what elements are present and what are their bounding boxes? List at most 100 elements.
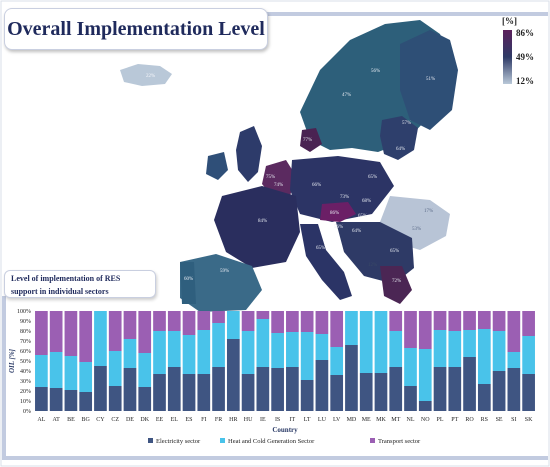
- bar-FI-electricity: [197, 374, 211, 411]
- x-tick-label: CZ: [111, 417, 119, 423]
- bar-MD-heat-cold: [345, 311, 358, 345]
- bar-DE-transport: [123, 311, 137, 339]
- bar-IE-transport: [256, 311, 270, 319]
- bar-FR-transport: [212, 311, 225, 323]
- map-label-poland: 65%: [368, 175, 377, 180]
- map-label-sweden: 56%: [371, 69, 380, 74]
- map-label-czechia: 73%: [340, 195, 349, 200]
- x-tick-label: IE: [260, 417, 266, 423]
- bar-LU-transport: [315, 311, 329, 334]
- x-tick-label: HR: [229, 417, 237, 423]
- map-label-portugal: 60%: [184, 277, 193, 282]
- legend-swatch-0: [148, 438, 153, 443]
- bar-EE-transport: [153, 311, 166, 331]
- y-tick-label: 40%: [20, 369, 31, 375]
- x-tick-label: DE: [126, 417, 134, 423]
- map-label-romania: 53%: [412, 227, 421, 232]
- bar-MT-transport: [389, 311, 403, 331]
- x-tick-label: EL: [171, 417, 179, 423]
- y-tick-label: 30%: [20, 379, 31, 385]
- y-axis-label: OIL [%]: [8, 348, 16, 373]
- region-france: [214, 186, 300, 268]
- bar-RO-transport: [463, 311, 476, 330]
- bar-ME-electricity: [359, 373, 373, 411]
- bar-ME-heat-cold: [359, 311, 373, 373]
- x-tick-label: IT: [290, 417, 296, 423]
- bar-SI-heat-cold: [507, 352, 521, 368]
- legend-swatch-1: [220, 438, 225, 443]
- map-label-belgium: 75%: [266, 175, 275, 180]
- bar-IT-heat-cold: [286, 332, 299, 367]
- x-tick-label: AL: [37, 417, 45, 423]
- y-tick-label: 0%: [23, 409, 31, 415]
- x-tick-label: RO: [465, 417, 474, 423]
- legend-label-2: Transport sector: [378, 438, 421, 445]
- bar-SE-heat-cold: [492, 331, 506, 371]
- bar-DK-heat-cold: [138, 353, 152, 387]
- x-tick-label: PL: [437, 417, 444, 423]
- x-tick-label: LT: [304, 417, 311, 423]
- bar-IE-electricity: [256, 367, 270, 411]
- x-tick-label: BE: [67, 417, 75, 423]
- map-label-norway: 47%: [342, 93, 351, 98]
- x-tick-label: LU: [318, 417, 327, 423]
- y-tick-label: 20%: [20, 389, 31, 395]
- bar-MK-heat-cold: [374, 311, 388, 373]
- bar-HR-heat-cold: [226, 311, 240, 339]
- bar-FI-heat-cold: [197, 330, 211, 374]
- x-tick-label: HU: [244, 417, 253, 423]
- x-tick-label: MK: [376, 417, 386, 423]
- bar-PT-transport: [448, 311, 462, 331]
- bar-RO-electricity: [463, 357, 476, 411]
- bar-AL-heat-cold: [35, 355, 48, 387]
- bar-HU-heat-cold: [241, 331, 255, 374]
- y-tick-label: 70%: [20, 339, 31, 345]
- map-label-bulgaria: 65%: [390, 249, 399, 254]
- map-label-austria: 86%: [330, 211, 339, 216]
- bar-NL-heat-cold: [404, 348, 417, 386]
- europe-map: [120, 20, 458, 312]
- bar-EE-heat-cold: [153, 331, 166, 374]
- bar-AT-heat-cold: [49, 352, 63, 388]
- bar-AT-electricity: [49, 388, 63, 411]
- bar-LU-electricity: [315, 360, 329, 411]
- region-ireland: [206, 152, 228, 180]
- bar-IS-transport: [271, 311, 284, 333]
- sector-caption-line1: Level of implementation of RES: [11, 274, 121, 283]
- map-label-ukraine: 17%: [424, 209, 433, 214]
- bar-SE-transport: [492, 311, 506, 331]
- bar-IE-heat-cold: [256, 319, 270, 367]
- bar-IS-electricity: [271, 368, 284, 411]
- bar-EE-electricity: [153, 374, 166, 411]
- map-label-spain: 59%: [220, 269, 229, 274]
- bar-CY-electricity: [94, 366, 107, 411]
- legend-label-0: Electricity sector: [156, 438, 201, 445]
- x-tick-label: MD: [347, 417, 357, 423]
- region-denmark: [300, 128, 322, 152]
- map-legend: [%] 86% 49% 12%: [494, 16, 538, 86]
- x-tick-label: NL: [407, 417, 415, 423]
- map-labels: 22% 47% 56% 51% 57% 64% 77% 66% 65% 74% …: [146, 69, 435, 284]
- bar-ES-transport: [182, 311, 196, 335]
- x-tick-label: EE: [156, 417, 164, 423]
- page-title: Overall Implementation Level: [7, 17, 265, 40]
- map-legend-unit: [%]: [502, 16, 517, 26]
- x-tick-label: SE: [496, 417, 503, 423]
- bar-IS-heat-cold: [271, 333, 284, 368]
- bar-EL-heat-cold: [167, 331, 181, 367]
- y-tick-label: 60%: [20, 349, 31, 355]
- map-label-slovenia: 56%: [334, 225, 343, 230]
- bar-CZ-heat-cold: [108, 351, 122, 386]
- x-tick-label: LV: [333, 417, 341, 423]
- bar-IT-transport: [286, 311, 299, 332]
- bar-HU-electricity: [241, 374, 255, 411]
- sector-caption-box: Level of implementation of RES support i…: [4, 270, 156, 298]
- bar-NO-transport: [418, 311, 432, 349]
- bar-FI-transport: [197, 311, 211, 330]
- x-tick-label: MT: [391, 417, 400, 423]
- region-baltics: [380, 116, 418, 160]
- region-benelux: [262, 160, 296, 196]
- region-portugal: [180, 262, 196, 304]
- bar-IT-electricity: [286, 367, 299, 411]
